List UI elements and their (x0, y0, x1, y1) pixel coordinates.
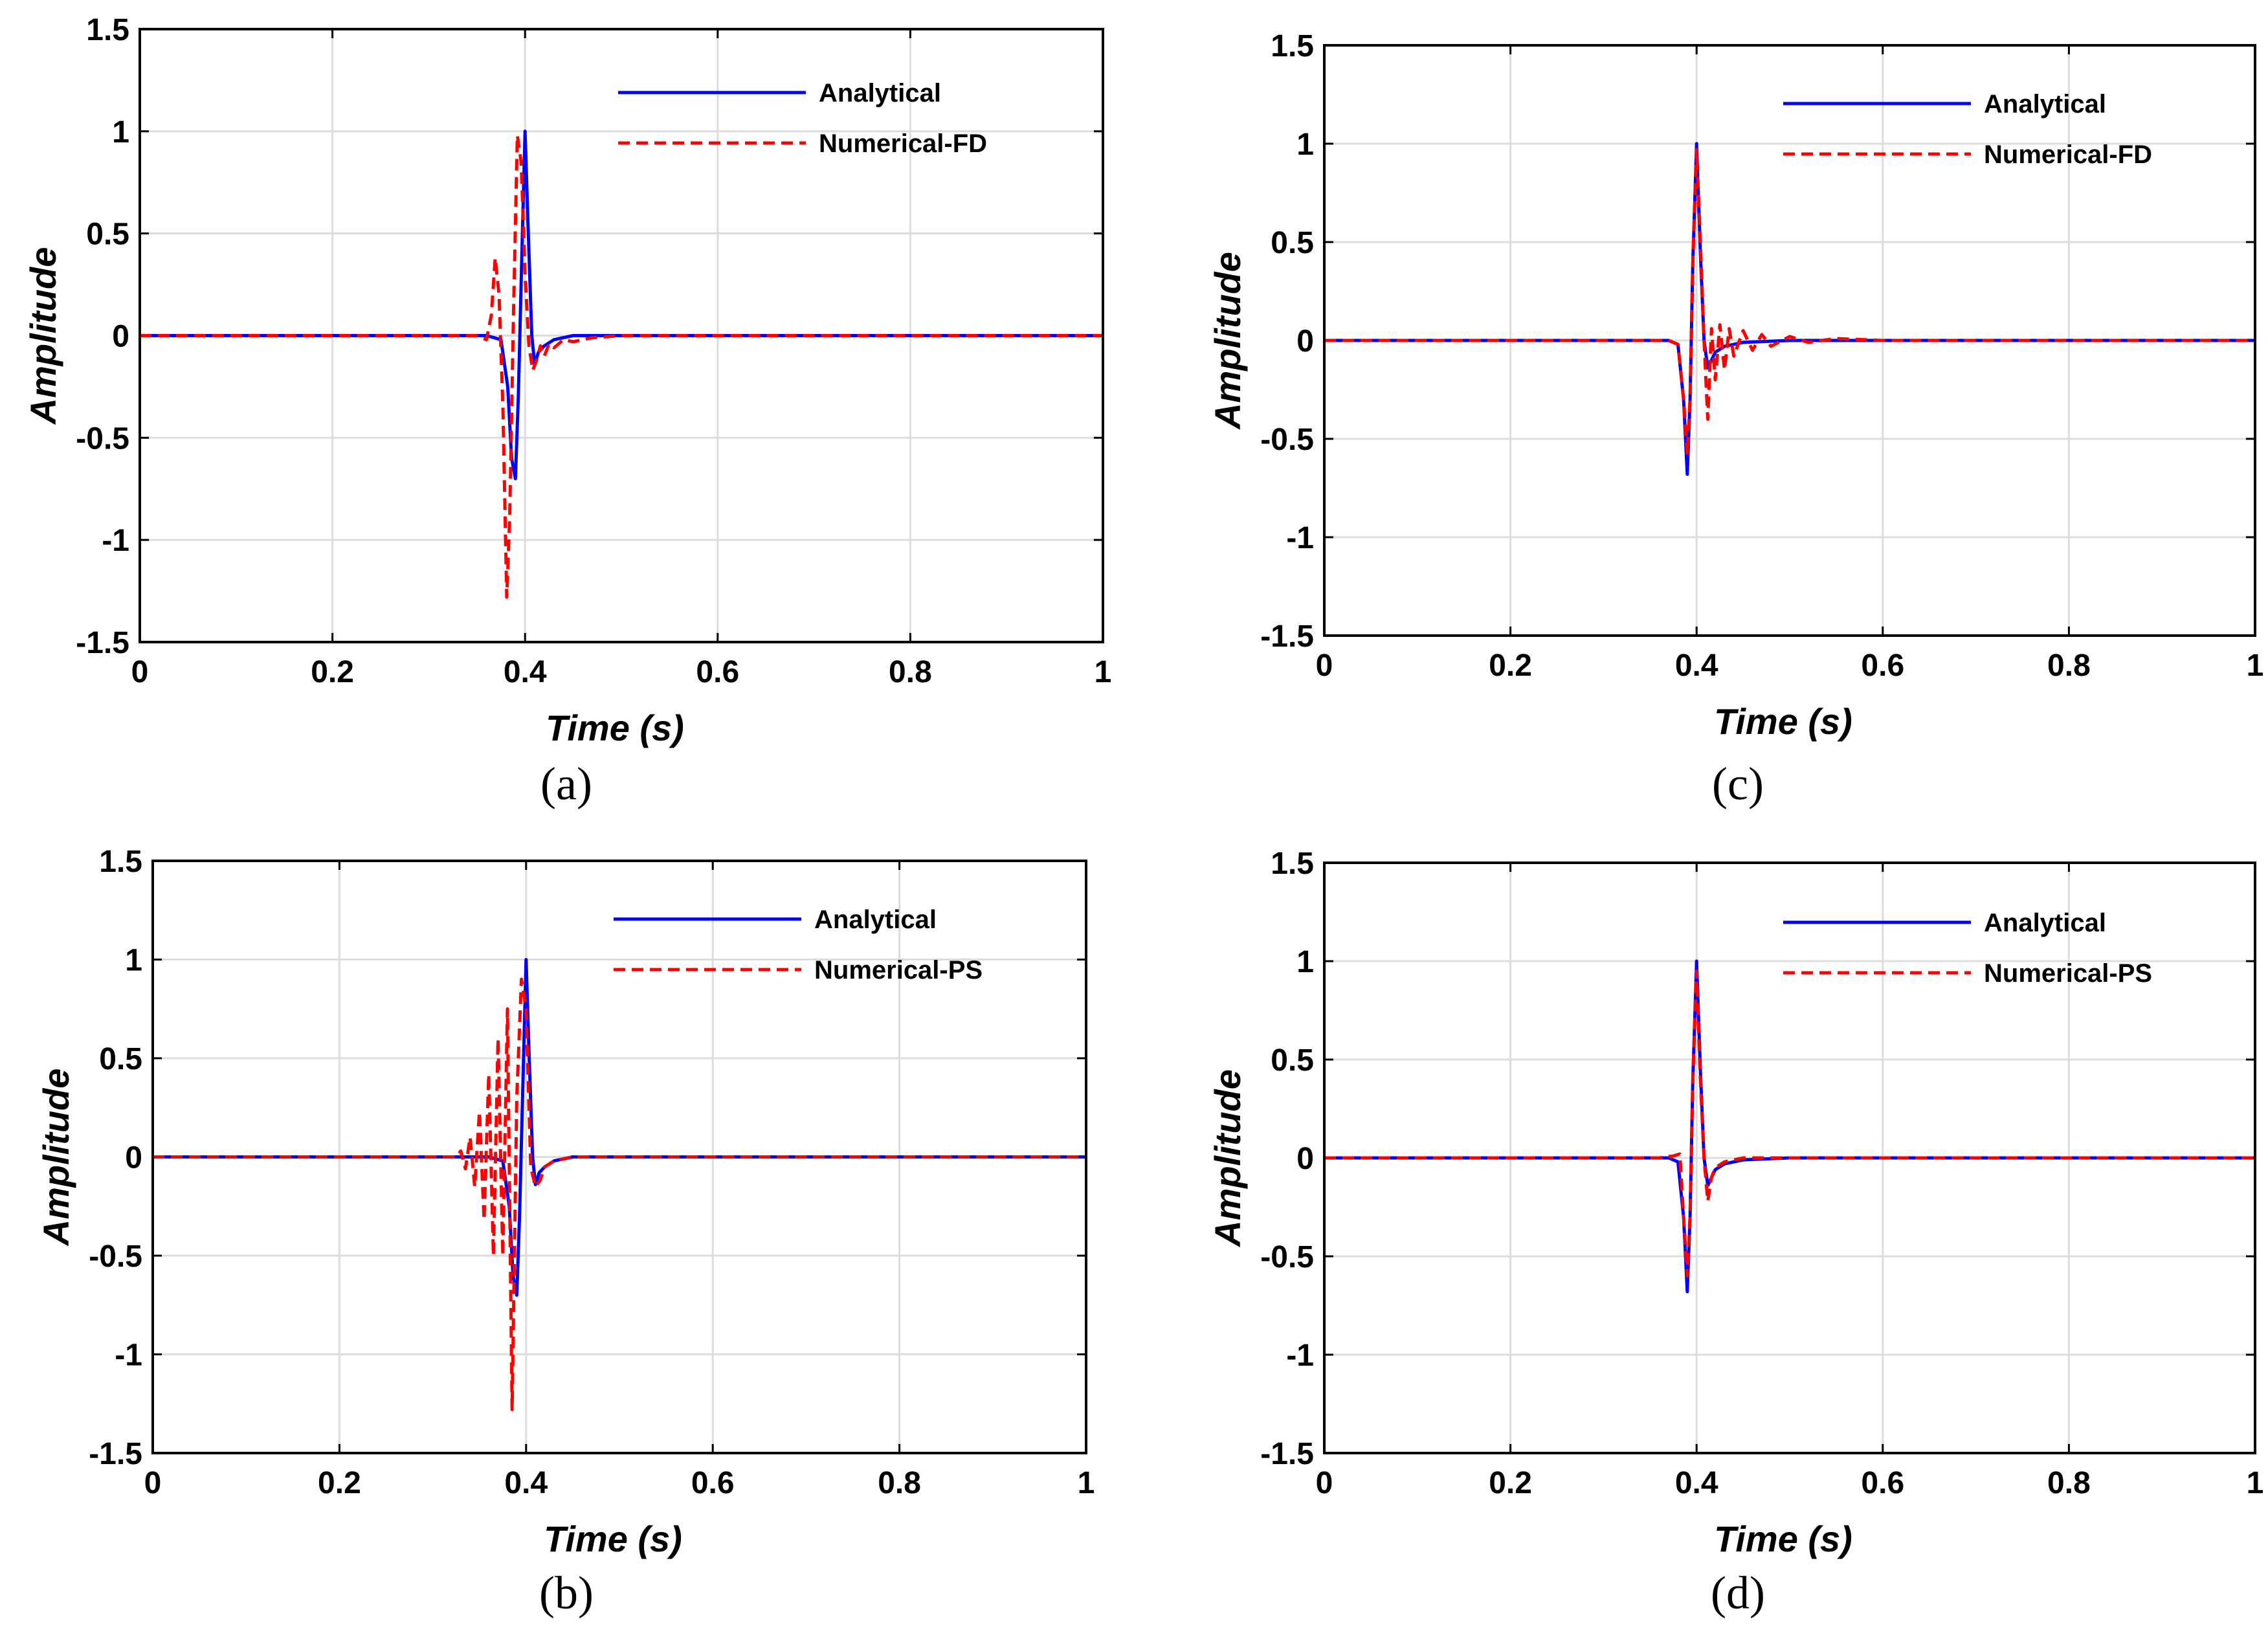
y-tick-label: 0 (1296, 324, 1314, 359)
y-tick-label: -0.5 (89, 1239, 142, 1274)
x-axis-label: Time (s) (544, 1518, 682, 1559)
legend-entry: Analytical (1984, 90, 2106, 118)
y-tick-label: 0 (125, 1141, 142, 1175)
x-tick-label: 1 (1078, 1466, 1095, 1500)
legend-entry: Analytical (819, 79, 941, 107)
y-tick-label: -1.5 (89, 1437, 142, 1471)
chart-panel-d: 0 0.2 0.4 0.6 0.8 1 1.5 1 0.5 0 -0.5 -1 -1.5 Time (s)… (1207, 847, 2263, 1619)
y-tick-label: 1.5 (1271, 29, 1314, 63)
x-tick-label: 0 (1316, 1466, 1333, 1500)
y-tick-label: 1.5 (86, 13, 129, 47)
legend-entry: Numerical-PS (814, 956, 983, 984)
x-tick-label: 0.6 (696, 655, 739, 689)
y-axis-label: Amplitude (1207, 1069, 1248, 1248)
chart-panel-b: 0 0.2 0.4 0.6 0.8 1 1.5 1 0.5 0 -0.5 -1 -1.5 Time (s)… (36, 845, 1095, 1619)
x-tick-label: 0.6 (1861, 1466, 1904, 1500)
y-tick-label: 0.5 (86, 217, 129, 252)
x-axis-label: Time (s) (546, 707, 684, 748)
axes-frame (139, 28, 1104, 643)
y-tick-label: -1.5 (76, 626, 129, 660)
legend-entry: Analytical (814, 905, 937, 934)
panel-caption: (b) (539, 1567, 594, 1619)
x-tick-label: 0.4 (1675, 1466, 1718, 1500)
y-tick-label: 1.5 (99, 845, 142, 879)
x-tick-label: 0.8 (889, 655, 932, 689)
axes-frame (1323, 44, 2256, 637)
chart-panel-a: 0 0.2 0.4 0.6 0.8 1 1.5 1 0.5 0 -0.5 -1 -1.5 Time (s)… (23, 13, 1111, 810)
y-tick-label: 0.5 (1271, 1043, 1314, 1078)
chart-panel-c: 0 0.2 0.4 0.6 0.8 1 1.5 1 0.5 0 -0.5 -1 -1.5 Time (s)… (1207, 29, 2263, 810)
y-tick-label: -0.5 (1260, 1240, 1314, 1274)
series-line-numerical-fd (1324, 148, 2255, 456)
legend-entry: Numerical-FD (1984, 140, 2152, 169)
series-line-analytical (140, 129, 1103, 480)
x-tick-label: 0 (131, 655, 149, 689)
y-tick-label: 1 (1296, 128, 1314, 162)
x-axis-label: Time (s) (1714, 701, 1852, 742)
y-tick-label: -1 (102, 524, 129, 558)
y-axis-label: Amplitude (1207, 252, 1248, 430)
y-tick-label: 0 (112, 320, 129, 354)
x-tick-label: 0.4 (504, 655, 547, 689)
y-tick-label: -1 (115, 1339, 142, 1373)
y-tick-label: 0.5 (99, 1042, 142, 1076)
y-tick-label: -1 (1286, 521, 1314, 555)
series-line-numerical-fd (140, 133, 1103, 599)
x-tick-label: 0.2 (1489, 1466, 1532, 1500)
panel-caption: (a) (540, 758, 592, 810)
x-tick-label: 0.8 (2047, 649, 2091, 683)
x-tick-label: 0.6 (1861, 649, 1904, 683)
x-tick-label: 1 (1095, 655, 1112, 689)
x-tick-label: 0 (1316, 649, 1333, 683)
y-tick-label: 0.5 (1271, 226, 1314, 260)
x-axis-label: Time (s) (1714, 1518, 1852, 1559)
y-tick-label: 1 (1296, 945, 1314, 979)
series-line-numerical-ps (153, 977, 1086, 1412)
series-line-numerical-ps (1324, 969, 2255, 1278)
y-tick-label: -0.5 (1260, 423, 1314, 457)
y-tick-label: -1.5 (1260, 1437, 1314, 1471)
panel-caption: (c) (1712, 758, 1764, 810)
x-tick-label: 0.2 (318, 1466, 361, 1500)
y-tick-label: 0 (1296, 1142, 1314, 1176)
x-tick-label: 0.4 (504, 1466, 548, 1500)
x-tick-label: 1 (2247, 649, 2264, 683)
y-tick-label: -1 (1286, 1339, 1314, 1373)
x-tick-label: 0.4 (1675, 649, 1718, 683)
x-tick-label: 1 (2247, 1466, 2264, 1500)
legend-entry: Analytical (1984, 909, 2106, 937)
y-tick-label: 1.5 (1271, 847, 1314, 881)
y-tick-label: -1.5 (1260, 619, 1314, 654)
legend-entry: Numerical-PS (1984, 959, 2152, 988)
y-tick-label: 1 (112, 115, 129, 150)
x-tick-label: 0.6 (691, 1466, 735, 1500)
x-tick-label: 0.8 (878, 1466, 921, 1500)
x-tick-label: 0.8 (2047, 1466, 2091, 1500)
legend-entry: Numerical-FD (819, 129, 987, 158)
x-tick-label: 0.2 (311, 655, 354, 689)
y-tick-label: 1 (125, 944, 142, 978)
y-axis-label: Amplitude (36, 1069, 76, 1247)
x-tick-label: 0.2 (1489, 649, 1532, 683)
panel-caption: (d) (1711, 1567, 1765, 1619)
x-tick-label: 0 (144, 1466, 162, 1500)
series-line-analytical (153, 958, 1086, 1297)
axes-frame (1323, 861, 2256, 1454)
y-axis-label: Amplitude (23, 247, 63, 426)
axes-frame (151, 860, 1087, 1454)
y-tick-label: -0.5 (76, 421, 129, 456)
